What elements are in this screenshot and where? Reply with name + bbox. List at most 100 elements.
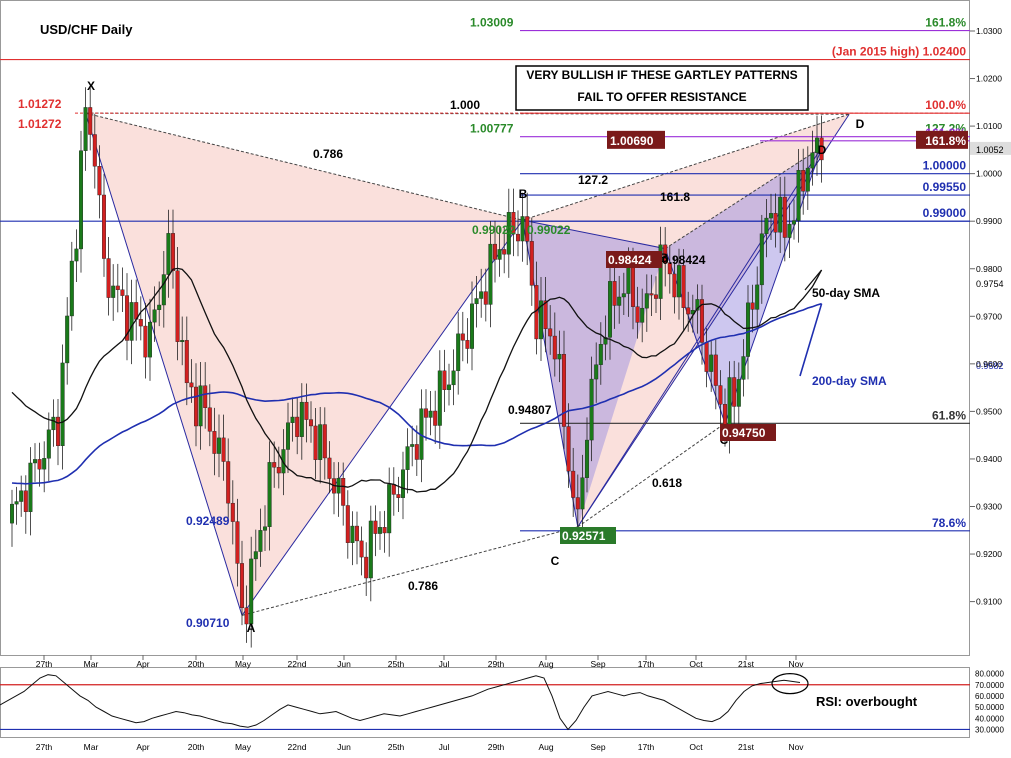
level-label: (Jan 2015 high) 1.02400 [832,45,966,59]
candle-body [19,490,24,502]
candle-body [759,233,764,286]
candle-body [483,291,488,305]
point-letter: C [551,554,560,568]
candle-body [470,303,475,349]
candle-body [373,520,378,534]
point-letter: D [818,143,827,157]
candle-body [608,281,613,338]
time-tick-label: 20th [188,659,205,669]
candle-body [672,273,677,298]
candle-body [387,484,392,534]
ratio-label: 127.2 [578,173,608,187]
candle-body [299,401,304,437]
rsi-time-tick-label: Jul [439,742,450,752]
sma200-label: 200-day SMA [812,374,887,388]
candle-body [290,416,295,423]
rsi-time-tick-label: Nov [788,742,804,752]
ratio-label: 1.000 [450,98,480,112]
candle-body [51,416,56,431]
candle-body [286,422,291,450]
candle-body [239,563,244,609]
price-tick-label: 0.9100 [976,597,1002,607]
candle-body [212,431,217,454]
price-tick-label: 0.9700 [976,311,1002,321]
rsi-tick-label: 80.0000 [975,670,1004,679]
boxed-level-label: 1.00690 [610,134,654,148]
rsi-time-tick-label: Sep [590,742,605,752]
time-axis: 27th 27th Mar Mar Apr Apr 20th 20th May May 22nd 22… [36,655,804,752]
candle-body [355,525,360,542]
price-label: 0.98424 [608,253,652,267]
level-pct: 100.0% [925,98,966,112]
candle-body [552,335,557,360]
candle-body [580,477,585,510]
candle-body [635,306,640,323]
point-letter: D [856,117,865,131]
note-line-2: FAIL TO OFFER RESISTANCE [577,90,746,104]
price-tick-label: 0.9800 [976,264,1002,274]
candle-body [792,220,797,225]
candle-body [309,419,314,427]
candle-body [456,333,461,372]
candle-body [658,244,663,299]
candle-body [198,385,203,427]
pattern2-legs [522,147,823,425]
point-letter: B [660,251,669,265]
candle-body [244,607,249,625]
candle-body [152,309,157,323]
chart-title: USD/CHF Daily [40,22,133,37]
price-tick-label: 0.9600 [976,359,1002,369]
sma50-extension [804,269,823,291]
candle-body [801,170,806,192]
candle-body [396,494,401,498]
candle-body [741,356,746,380]
rsi-tick-label: 70.0000 [975,681,1004,690]
level-pct: 78.6% [932,516,966,530]
candle-body [667,262,672,275]
candle-body [686,307,691,315]
candle-body [810,152,815,169]
time-tick-label: 27th [36,659,53,669]
candle-body [318,424,323,460]
price-label: 0.92489 [186,514,230,528]
candle-body [488,243,493,305]
candle-body [143,325,148,358]
price-tick-label: 1.0000 [976,169,1002,179]
level-label: 0.99000 [923,206,967,220]
pct-box [916,130,968,149]
time-tick-label: Nov [788,659,804,669]
candle-body [805,167,810,192]
candle-body [69,260,74,317]
candle-body [65,315,70,364]
candle-body [700,299,705,343]
price-axis: 1.0300 1.0200 1.0100 1.0000 0.9900 0.9800 0.97… [970,26,1002,607]
candle-body [249,558,254,625]
candle-body [562,353,567,427]
current-price-box [970,141,1011,155]
price-label: 0.90710 [186,616,230,630]
boxed-pct-label: 161.8% [925,134,966,148]
candle-body [736,379,741,407]
time-tick-label: May [235,659,252,669]
candle-body [543,300,548,329]
rsi-highlight-circle [771,673,809,695]
price-tick-label: 1.0300 [976,26,1002,36]
candle-body [819,137,824,161]
rsi-time-tick-label: 21st [738,742,755,752]
candle-body [640,307,645,323]
level-label: 0.99550 [923,180,967,194]
time-tick-label: 21st [738,659,755,669]
candle-body [111,285,116,298]
candle-body [677,265,682,298]
candle-body [654,294,659,299]
time-tick-label: Jun [337,659,351,669]
candle-body [474,298,479,305]
candle-body [272,462,277,468]
candle-body [750,302,755,310]
candle-body [704,342,709,372]
candle-body [88,107,93,135]
pattern2-xab-fill [522,220,666,527]
point-letter: B [519,187,528,201]
candle-body [14,501,19,505]
